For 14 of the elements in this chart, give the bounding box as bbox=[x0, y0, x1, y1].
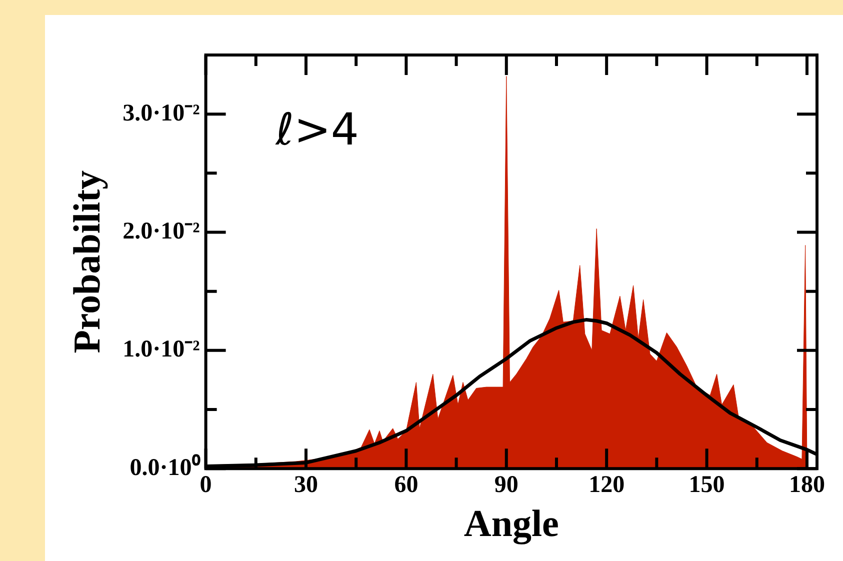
x-tick-label: 150 bbox=[688, 472, 725, 498]
x-tick-label: 90 bbox=[494, 472, 518, 498]
x-tick-label: 30 bbox=[294, 472, 318, 498]
annotation: ℓ>4 bbox=[274, 104, 359, 156]
x-tick-label: 180 bbox=[788, 472, 825, 498]
y-tick-label: 0.0·10⁰ bbox=[130, 454, 201, 481]
x-tick-label: 60 bbox=[394, 472, 418, 498]
x-tick-label: 120 bbox=[588, 472, 625, 498]
x-axis-title: Angle bbox=[464, 503, 559, 546]
y-tick-label: 1.0·10⁻² bbox=[122, 336, 200, 363]
y-tick-label: 3.0·10⁻² bbox=[122, 100, 200, 126]
y-tick-label: 2.0·10⁻² bbox=[122, 218, 200, 244]
x-tick-label: 0 bbox=[200, 472, 212, 498]
y-axis-title: Probability bbox=[66, 170, 109, 354]
